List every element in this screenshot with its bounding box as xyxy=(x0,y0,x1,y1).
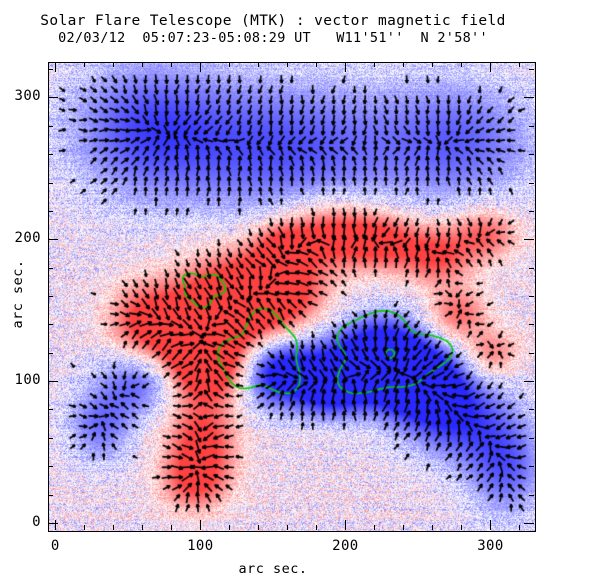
y-tick-right xyxy=(524,522,534,524)
vector-field-overlay xyxy=(49,63,535,531)
x-tick-top xyxy=(316,62,318,67)
magnetogram-plot-area xyxy=(48,62,536,532)
y-tick-right xyxy=(529,182,534,184)
x-tick xyxy=(55,520,57,530)
x-tick-top xyxy=(200,62,202,72)
x-tick xyxy=(461,525,463,530)
x-tick xyxy=(200,520,202,530)
x-tick xyxy=(142,525,144,530)
x-tick xyxy=(432,525,434,530)
y-tick-right xyxy=(529,296,534,297)
y-tick-right xyxy=(529,494,534,496)
x-tick xyxy=(287,525,289,530)
y-tick-right xyxy=(524,97,534,99)
y-tick-label: 300 xyxy=(14,88,41,105)
y-tick-right xyxy=(529,409,534,411)
y-tick xyxy=(48,466,53,468)
x-tick xyxy=(519,525,521,530)
x-tick xyxy=(403,525,405,530)
y-tick xyxy=(48,352,53,354)
y-tick xyxy=(48,69,53,71)
y-tick xyxy=(48,267,53,269)
y-tick-right xyxy=(529,352,534,354)
y-tick xyxy=(48,409,53,411)
y-tick-right xyxy=(529,466,534,468)
y-tick-label: 100 xyxy=(14,372,41,389)
x-tick-top xyxy=(461,62,463,67)
y-tick xyxy=(48,210,53,212)
x-tick-label: 0 xyxy=(50,538,60,554)
x-tick xyxy=(171,525,173,530)
figure-subtitle: 02/03/12 05:07:23-05:08:29 UT W11'51'' N… xyxy=(58,30,488,46)
x-tick xyxy=(229,525,231,530)
y-tick-right xyxy=(529,69,534,71)
x-tick-top xyxy=(113,62,115,67)
x-tick-top xyxy=(374,62,376,67)
y-tick-right xyxy=(524,381,534,383)
x-tick-label: 300 xyxy=(477,538,504,554)
x-tick-top xyxy=(519,62,521,67)
x-tick xyxy=(345,520,347,530)
y-tick-right xyxy=(529,437,534,439)
y-tick xyxy=(48,125,53,127)
x-tick xyxy=(84,525,86,530)
y-tick-right xyxy=(529,267,534,269)
y-tick-label: 200 xyxy=(14,230,41,247)
y-tick xyxy=(48,182,53,184)
y-tick xyxy=(48,381,58,383)
x-tick-top xyxy=(84,62,86,67)
x-tick xyxy=(316,525,318,530)
x-tick-top xyxy=(171,62,173,67)
y-tick xyxy=(48,296,53,297)
page-title: Solar Flare Telescope (MTK) : vector mag… xyxy=(40,13,506,29)
x-tick xyxy=(258,525,260,530)
y-tick xyxy=(48,154,53,156)
y-tick-right xyxy=(529,324,534,326)
y-tick-right xyxy=(529,210,534,212)
y-tick-right xyxy=(529,154,534,156)
y-tick xyxy=(48,437,53,439)
x-tick-top xyxy=(229,62,231,67)
y-tick xyxy=(48,522,58,524)
y-tick-right xyxy=(529,125,534,127)
y-axis-title: arc sec. xyxy=(10,259,26,329)
figure-title-block: Solar Flare Telescope (MTK) : vector mag… xyxy=(0,13,546,46)
x-tick-label: 100 xyxy=(187,538,214,554)
x-tick-top xyxy=(490,62,492,72)
y-tick xyxy=(48,324,53,326)
x-tick-top xyxy=(55,62,57,72)
x-tick-top xyxy=(345,62,347,72)
x-tick-top xyxy=(432,62,434,67)
x-tick xyxy=(490,520,492,530)
x-tick-top xyxy=(287,62,289,67)
x-tick-label: 200 xyxy=(332,538,359,554)
y-tick-right xyxy=(524,239,534,241)
y-tick-label: 0 xyxy=(32,513,41,530)
x-tick xyxy=(374,525,376,530)
x-tick-top xyxy=(142,62,144,67)
y-tick xyxy=(48,239,58,241)
x-tick xyxy=(113,525,115,530)
x-tick-top xyxy=(258,62,260,67)
x-tick-top xyxy=(403,62,405,67)
y-tick xyxy=(48,97,58,99)
y-tick xyxy=(48,494,53,496)
x-axis-title: arc sec. xyxy=(238,561,308,577)
